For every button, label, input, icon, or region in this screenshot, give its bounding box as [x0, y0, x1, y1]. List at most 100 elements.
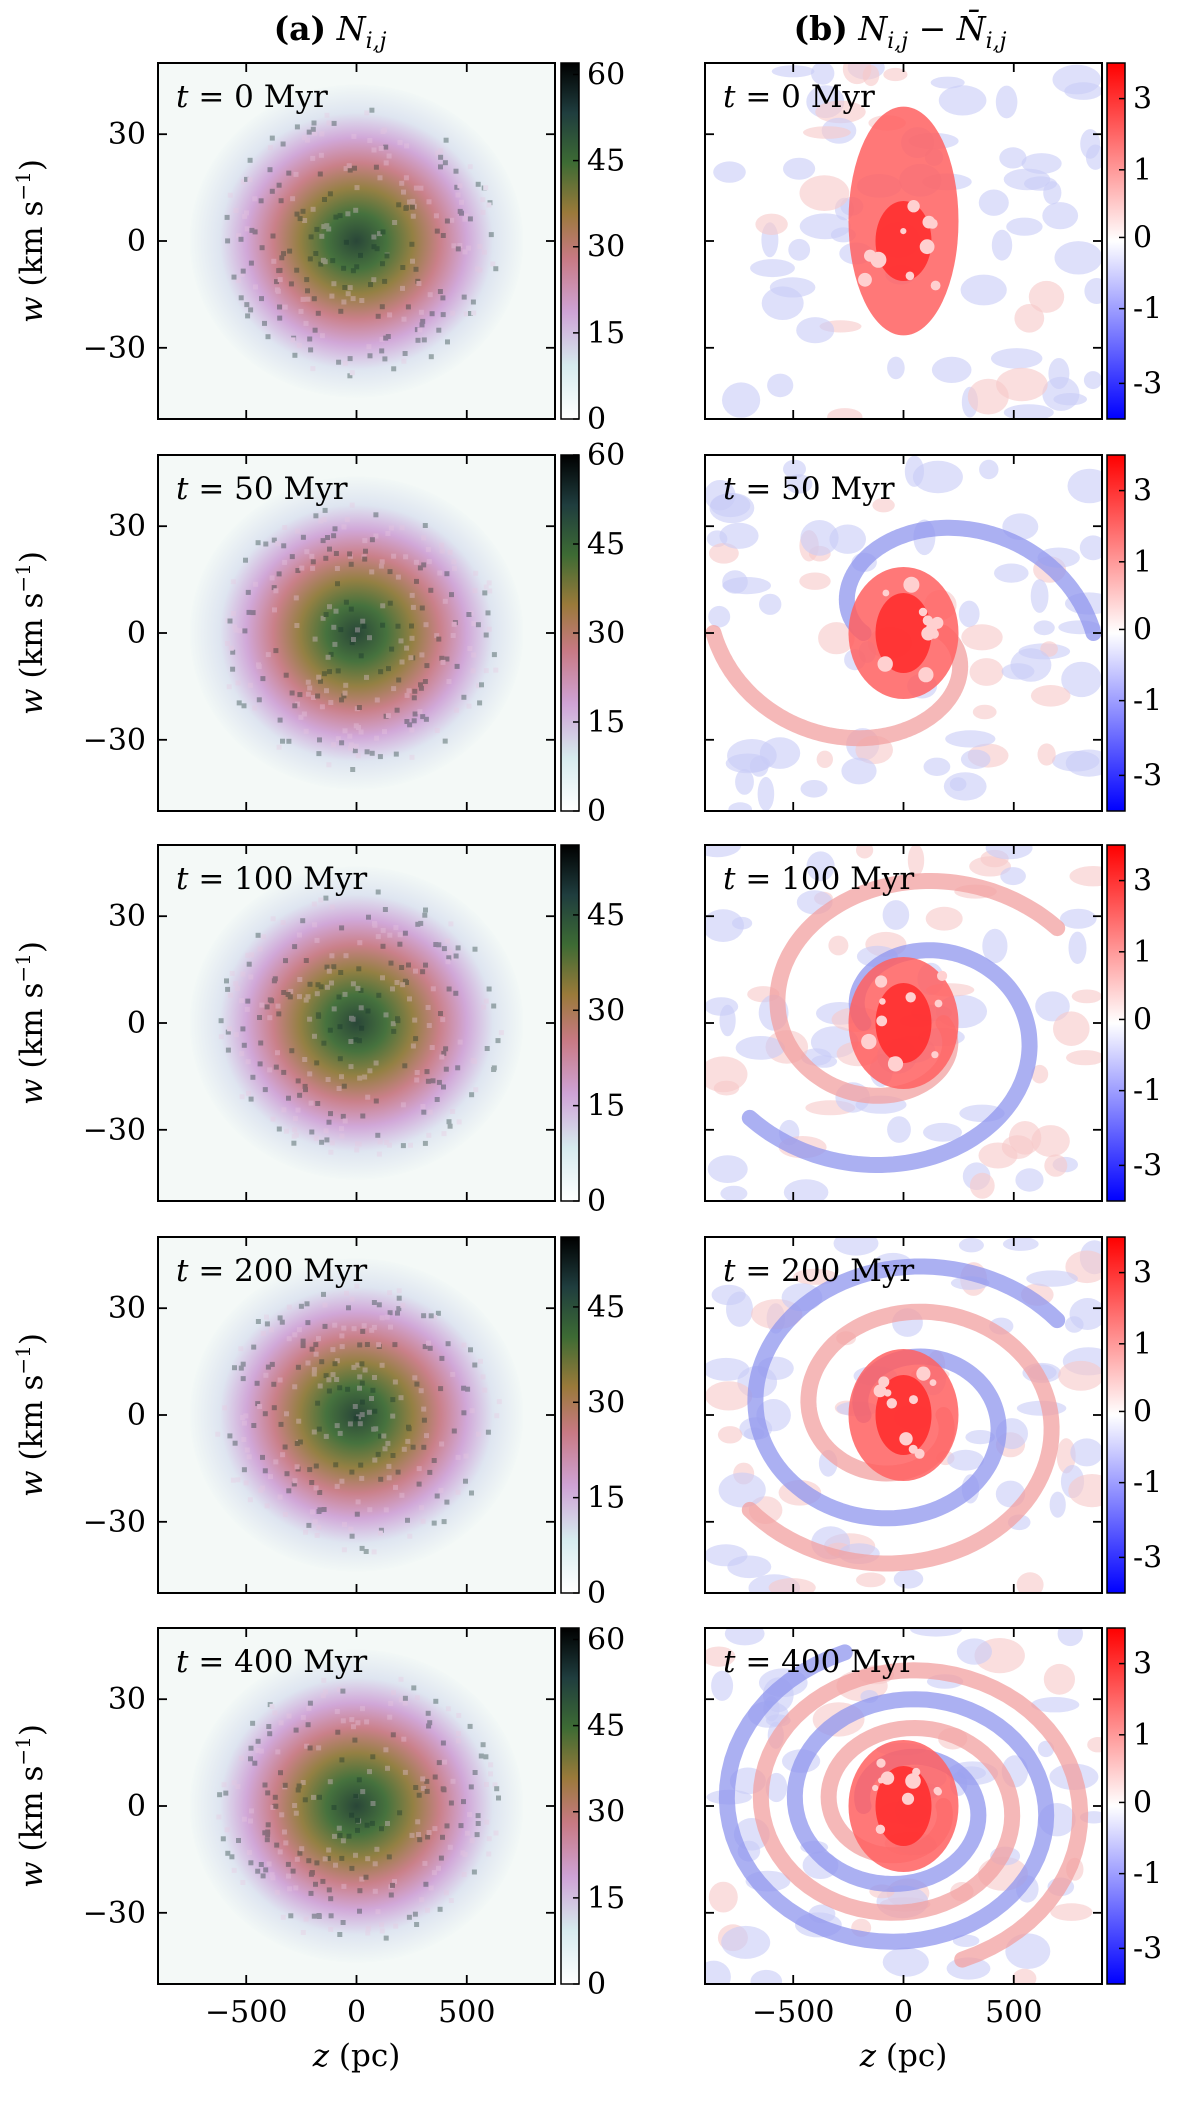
density-pixel	[349, 1865, 355, 1871]
density-pixel	[250, 1074, 256, 1080]
density-pixel	[421, 1417, 427, 1423]
density-pixel	[290, 1868, 296, 1874]
density-pixel	[399, 1492, 405, 1498]
density-pixel	[343, 239, 349, 245]
density-pixel	[486, 626, 492, 632]
density-pixel	[297, 1439, 303, 1445]
density-pixel	[455, 1489, 461, 1495]
density-pixel	[291, 1140, 297, 1146]
density-pixel	[311, 1371, 317, 1377]
density-pixel	[336, 1825, 342, 1831]
density-pixel	[419, 605, 425, 611]
density-pixel	[230, 579, 236, 585]
density-pixel	[409, 241, 415, 247]
density-pixel	[446, 679, 452, 684]
density-pixel	[324, 112, 330, 118]
density-pixel	[456, 1713, 462, 1718]
residual-blob	[828, 935, 849, 956]
residual-blob	[883, 67, 908, 82]
density-pixel	[495, 1038, 501, 1044]
residual-blob	[1071, 989, 1102, 1004]
residual-blob	[1079, 535, 1102, 561]
density-pixel	[282, 1782, 288, 1788]
density-pixel	[421, 1313, 427, 1319]
density-pixel	[354, 706, 360, 712]
density-pixel	[484, 1782, 489, 1787]
density-pixel	[267, 1702, 273, 1708]
density-pixel	[390, 1397, 396, 1403]
density-pixel	[439, 1355, 445, 1361]
density-pixel	[402, 1700, 408, 1706]
density-pixel	[398, 638, 404, 644]
density-pixel	[467, 1723, 473, 1729]
residual-core-fleck	[870, 251, 887, 268]
density-pixel	[406, 688, 412, 694]
residual-blob	[709, 543, 739, 564]
residual-blob	[705, 1357, 750, 1381]
residual-blob	[1006, 217, 1043, 236]
density-pixel	[371, 1549, 377, 1555]
density-pixel	[228, 645, 234, 651]
residual-core-fleck	[916, 1366, 931, 1381]
density-pixel	[460, 1850, 466, 1856]
density-pixel	[447, 1844, 453, 1850]
residual-blob	[1067, 468, 1102, 504]
density-pixel	[316, 1525, 322, 1531]
density-pixel	[491, 1067, 497, 1072]
residual-blob	[1030, 685, 1071, 707]
density-pixel	[440, 659, 446, 665]
residual-blob	[1080, 129, 1101, 159]
density-pixel	[303, 728, 309, 734]
density-pixel	[429, 1045, 435, 1050]
density-pixel	[258, 1040, 264, 1046]
density-pixel	[353, 723, 359, 729]
density-pixel	[378, 563, 384, 569]
density-pixel	[326, 1119, 332, 1125]
density-pixel	[297, 977, 303, 982]
density-pixel	[317, 1794, 322, 1800]
density-cbar-label: 0	[587, 402, 606, 437]
density-pixel	[390, 1453, 396, 1458]
density-pixel	[258, 198, 264, 204]
residual-blob	[811, 63, 835, 85]
density-noise	[216, 1676, 501, 1941]
density-pixel	[311, 120, 317, 126]
density-pixel	[362, 1074, 368, 1080]
density-pixel	[404, 645, 410, 651]
density-pixel	[352, 1737, 358, 1743]
density-blob	[189, 1649, 524, 1963]
density-pixel	[469, 1490, 474, 1496]
density-pixel	[372, 1375, 377, 1380]
density-pixel	[438, 1386, 444, 1392]
density-pixel	[324, 688, 329, 694]
density-pixel	[451, 559, 457, 565]
density-pixel	[437, 570, 443, 576]
density-pixel	[257, 1404, 263, 1409]
density-pixel	[470, 668, 476, 674]
density-pixel	[329, 953, 335, 959]
density-pixel	[421, 1109, 427, 1115]
density-pixel	[388, 1324, 393, 1330]
density-pixel	[275, 1050, 280, 1056]
density-pixel	[359, 298, 365, 303]
density-pixel	[371, 1426, 377, 1432]
residual-blob	[904, 455, 925, 487]
residual-blob	[721, 1925, 771, 1959]
density-pixel	[438, 1855, 444, 1861]
density-pixel	[265, 334, 271, 340]
density-pixel	[283, 1840, 289, 1846]
density-pixel	[438, 154, 444, 160]
density-pixel	[445, 1341, 451, 1347]
residual-cbar-label: -3	[1133, 1931, 1162, 1966]
density-pixel	[379, 1922, 385, 1928]
density-pixel	[351, 1364, 357, 1370]
density-pixel	[243, 557, 248, 563]
snapshot-label: t = 200 Myr	[176, 1253, 367, 1289]
residual-colorbar	[1106, 1627, 1126, 1985]
residual-core-fleck	[861, 1033, 877, 1050]
density-pixel	[357, 1075, 363, 1081]
density-pixel	[426, 1830, 432, 1835]
density-pixel	[241, 1042, 247, 1048]
density-pixel	[304, 1743, 310, 1749]
y-tick-label: −30	[83, 723, 146, 758]
